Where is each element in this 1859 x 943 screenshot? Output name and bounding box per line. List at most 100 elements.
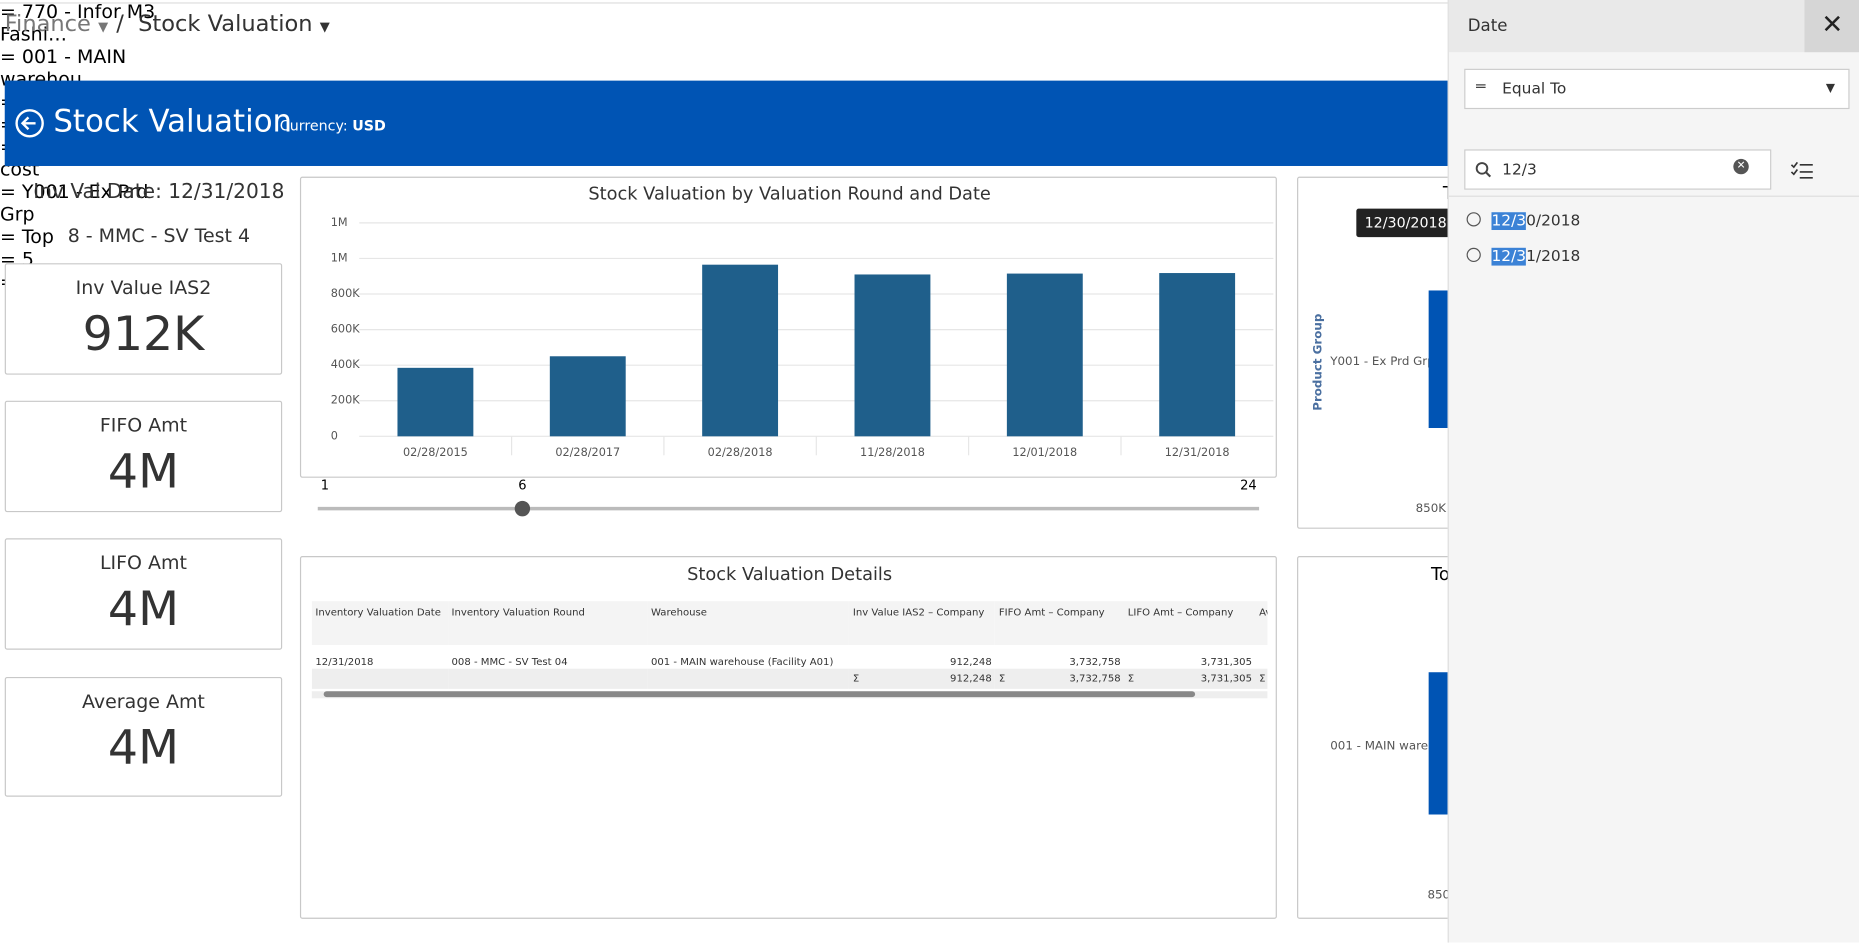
- clear-button[interactable]: ✕: [1733, 158, 1749, 175]
- chart-title: Stock Valuation by Valuation Round and D…: [588, 183, 990, 204]
- details-table: Inventory Valuation Date Inventory Valuat…: [311, 601, 1268, 689]
- y-tick-label: 800K: [331, 287, 360, 300]
- cell: 912,248: [950, 656, 992, 669]
- filter-chip[interactable]: = 770 - Infor M3 Fashi…: [0, 0, 156, 46]
- match-highlight: 12/3: [1491, 212, 1527, 231]
- column-header[interactable]: Warehouse: [650, 607, 708, 619]
- slider-min: 1: [321, 479, 329, 494]
- radio[interactable]: [1466, 212, 1481, 227]
- option[interactable]: 12/31/2018: [1466, 247, 1580, 266]
- valuation-round: 8 - MMC - SV Test 4: [67, 224, 251, 247]
- bar: [397, 367, 474, 437]
- column-header[interactable]: Inv Value IAS2 – Company: [852, 607, 985, 619]
- bar-chart: Stock Valuation by Valuation Round and D…: [331, 183, 1274, 459]
- close-button[interactable]: ✕: [1804, 0, 1859, 53]
- y-tick-label: 1M: [331, 216, 348, 229]
- side-bar: [1428, 290, 1448, 429]
- bar: [702, 264, 779, 437]
- details-title: Stock Valuation Details: [687, 563, 893, 585]
- x-tick-label: 02/28/2015: [403, 446, 468, 459]
- kpi-value: 4M: [107, 720, 180, 776]
- filter-chip[interactable]: = Y001 - Ex Prd Grp: [0, 180, 149, 226]
- sum-symbol: Σ: [852, 672, 860, 685]
- sum-symbol: Σ: [1259, 672, 1266, 685]
- x-tick-label: 02/28/2017: [555, 446, 620, 459]
- filter-chip[interactable]: = Top: [0, 225, 54, 248]
- x-tick-label: 02/28/2018: [708, 446, 773, 459]
- header-row: Inventory Valuation Date Inventory Valuat…: [311, 601, 1268, 645]
- kpi-card: Average Amt 4M: [4, 676, 283, 797]
- header-title: Stock Valuation: [53, 104, 293, 140]
- bar: [549, 356, 626, 437]
- total-cell: Σ 3,731,305: [1124, 669, 1255, 689]
- total-cell: Σ 912,248: [849, 669, 995, 689]
- cell: 12/31/2018: [315, 656, 374, 669]
- column-header[interactable]: FIFO Amt – Company: [998, 607, 1105, 619]
- cell: [312, 669, 448, 689]
- cell: 001 - MAIN warehouse (Facility A01): [650, 656, 834, 669]
- slider-value: 6: [518, 479, 526, 494]
- cell: 008 - MMC - SV Test 04: [451, 656, 568, 669]
- side-tick: 850I: [1427, 889, 1454, 903]
- round-slider[interactable]: 1 24 6: [300, 474, 1277, 521]
- breadcrumb-root[interactable]: Finance ▼: [4, 10, 109, 37]
- y-tick-label: 0: [331, 429, 338, 442]
- side-category: Y001 - Ex Prd Grp: [1330, 355, 1435, 369]
- kpi-value: 912K: [82, 307, 205, 362]
- operator-text: Equal To: [1502, 80, 1567, 99]
- search-text: 12/3: [1502, 161, 1537, 180]
- tooltip: 12/30/2018: [1356, 208, 1455, 238]
- cell: [448, 669, 647, 689]
- y-tick-label: 1M: [331, 251, 348, 264]
- kpi-card: LIFO Amt 4M: [4, 538, 283, 650]
- slider-thumb[interactable]: [514, 500, 531, 517]
- top-border: [0, 2, 1859, 4]
- details-card: Stock Valuation Details Inventory Valuat…: [299, 556, 1277, 919]
- currency-label: Currency:: [279, 117, 348, 134]
- x-tick-label: 12/01/2018: [1012, 446, 1077, 459]
- option[interactable]: 12/30/2018: [1466, 212, 1581, 231]
- y-tick-label: 400K: [331, 358, 360, 371]
- sum-symbol: Σ: [1127, 672, 1135, 685]
- kpi-value: 4M: [107, 582, 180, 637]
- side-category: 001 - MAIN wareh…: [1330, 739, 1448, 753]
- currency: Currency: USD: [280, 117, 386, 134]
- select-all-button[interactable]: [1790, 161, 1814, 180]
- column-header[interactable]: Inventory Valuation Date: [315, 607, 441, 619]
- cell: [1256, 645, 1268, 669]
- kpi-label: FIFO Amt: [99, 413, 188, 437]
- search-input[interactable]: 12/3 ✕: [1464, 149, 1772, 190]
- breadcrumb-page[interactable]: / Stock Valuation ▼: [116, 10, 330, 37]
- data-row: 12/31/2018 008 - MMC - SV Test 04 001 - MA…: [312, 645, 1268, 669]
- root-text[interactable]: Finance: [4, 10, 91, 37]
- kpi-card: FIFO Amt 4M: [4, 400, 283, 513]
- total-value: 912,248: [950, 672, 992, 685]
- total-cell: Σ 3,732,758: [995, 669, 1124, 689]
- sum-symbol: Σ: [998, 672, 1006, 685]
- operator-dropdown[interactable]: ═ Equal To ▼: [1464, 68, 1850, 110]
- bar: [1006, 273, 1083, 437]
- kpi-label: Inv Value IAS2: [75, 276, 212, 299]
- back-button[interactable]: [14, 108, 45, 139]
- slider-max: 24: [1240, 479, 1257, 494]
- scrollbar[interactable]: [311, 691, 1268, 699]
- option-rest: 0/2018: [1526, 212, 1581, 231]
- column-header[interactable]: Inventory Valuation Round: [451, 607, 585, 619]
- match-highlight: 12/3: [1491, 247, 1527, 266]
- y-tick-label: 200K: [331, 394, 360, 407]
- kpi-label: LIFO Amt: [99, 551, 187, 574]
- side-title: To: [1431, 563, 1450, 585]
- column-header[interactable]: LIFO Amt – Company: [1127, 607, 1234, 619]
- filter-panel: Date ✕ ═ Equal To ▼ 12/3 ✕ 12/30/2018 12/…: [1447, 0, 1859, 943]
- radio[interactable]: [1466, 247, 1481, 263]
- cell: 3,731,305: [1200, 656, 1253, 669]
- side-tick: 850K: [1415, 502, 1447, 516]
- valuation-date: Inv Val Date: 12/31/2018: [33, 180, 285, 204]
- y-tick-label: 600K: [331, 323, 360, 336]
- column-header[interactable]: Average Amt – Co: [1259, 607, 1267, 619]
- page-text[interactable]: Stock Valuation: [138, 10, 313, 37]
- x-tick-label: 11/28/2018: [860, 446, 925, 459]
